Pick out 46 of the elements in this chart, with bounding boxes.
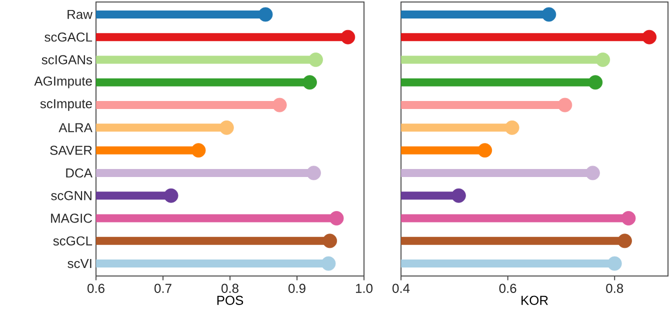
point <box>558 98 572 112</box>
x-tick-label: 0.8 <box>221 284 238 293</box>
point <box>542 7 556 22</box>
x-tick-label: 0.4 <box>392 284 410 293</box>
y-tick-label: AGImpute <box>34 76 92 88</box>
point <box>340 30 356 44</box>
y-tick-label: scImpute <box>40 99 92 111</box>
y-tick-label: scVI <box>68 259 92 268</box>
point <box>621 211 636 226</box>
x-tick-label: 1.0 <box>356 284 372 293</box>
point <box>642 30 657 44</box>
point <box>504 120 520 135</box>
point <box>258 7 273 22</box>
point <box>329 211 344 226</box>
x-tick-label: 0.9 <box>288 284 306 293</box>
point <box>306 166 321 180</box>
point <box>596 52 610 67</box>
y-tick-label: SAVER <box>50 146 92 155</box>
point <box>322 234 338 248</box>
y-tick-label: ALRA <box>58 123 92 132</box>
point <box>219 120 234 135</box>
x-axis-title: POS <box>217 296 244 305</box>
x-tick-label: 0.6 <box>88 284 104 293</box>
x-axis-title: KOR <box>522 296 548 305</box>
point <box>302 75 317 90</box>
point <box>321 256 336 271</box>
x-tick-label: 0.6 <box>499 284 516 293</box>
x-tick-label: 0.8 <box>606 284 624 293</box>
x-tick-label: 0.7 <box>154 284 172 293</box>
y-tick-label: scIGANs <box>42 55 92 64</box>
point <box>308 52 323 67</box>
y-tick-label: DCA <box>66 168 92 178</box>
point <box>191 143 206 158</box>
point <box>586 166 600 180</box>
point <box>618 234 632 248</box>
y-tick-label: scGCL <box>53 236 92 246</box>
point <box>451 188 466 203</box>
y-tick-label: scGNN <box>51 191 92 200</box>
point <box>588 75 603 90</box>
y-tick-label: MAGIC <box>51 214 92 223</box>
point <box>607 256 622 271</box>
point <box>478 143 492 158</box>
y-tick-label: scGACL <box>44 32 92 42</box>
point <box>164 188 178 203</box>
point <box>272 98 287 112</box>
y-tick-label: Raw <box>68 10 93 19</box>
